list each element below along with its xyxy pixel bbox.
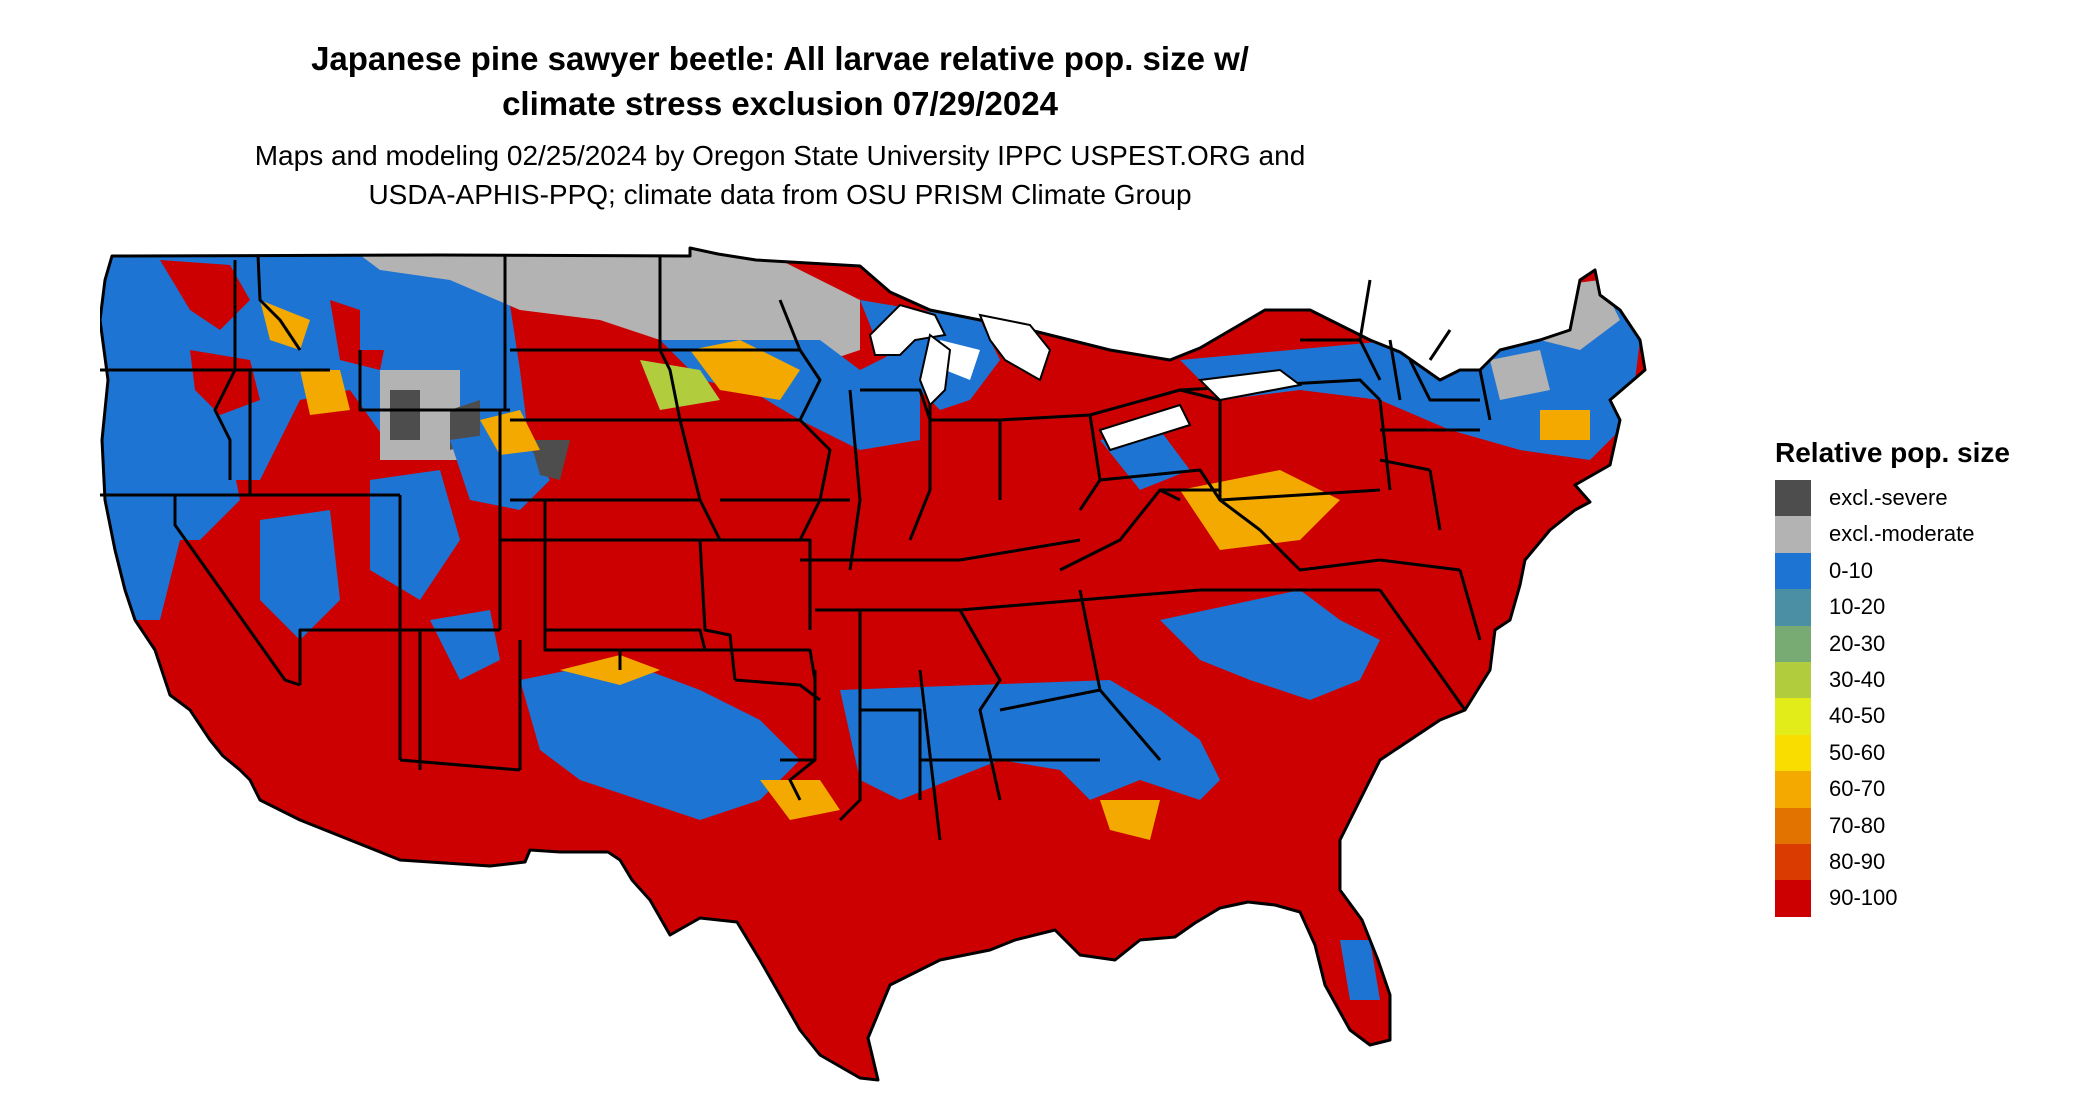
legend-item: 80-90 — [1775, 843, 2075, 881]
map-subtitle-line-2: USDA-APHIS-PPQ; climate data from OSU PR… — [368, 179, 1192, 210]
legend-item: 50-60 — [1775, 734, 2075, 772]
legend-label: 30-40 — [1829, 666, 1886, 692]
legend-item: 60-70 — [1775, 771, 2075, 808]
map-title: Japanese pine sawyer beetle: All larvae … — [0, 36, 1560, 126]
legend-label: 20-30 — [1829, 630, 1886, 656]
legend-swatch — [1775, 552, 1811, 590]
legend-title: Relative pop. size — [1775, 437, 2010, 468]
map-subtitle: Maps and modeling 02/25/2024 by Oregon S… — [0, 136, 1560, 214]
legend-label: 90-100 — [1829, 885, 1898, 911]
legend-swatch — [1775, 734, 1811, 772]
legend-swatch — [1775, 589, 1811, 626]
map-title-line-2: climate stress exclusion 07/29/2024 — [502, 85, 1058, 122]
legend-label: 60-70 — [1829, 776, 1886, 802]
legend-swatch — [1775, 516, 1811, 553]
legend-item: excl.-moderate — [1775, 516, 2075, 553]
legend-item: 40-50 — [1775, 698, 2075, 735]
legend-label: 70-80 — [1829, 812, 1886, 838]
legend-items: excl.-severe excl.-moderate 0-10 10-20 20-30… — [1775, 480, 2075, 917]
legend-swatch — [1775, 771, 1811, 808]
map-title-line-1: Japanese pine sawyer beetle: All larvae … — [311, 40, 1249, 77]
legend-item: 70-80 — [1775, 807, 2075, 844]
map-subtitle-line-1: Maps and modeling 02/25/2024 by Oregon S… — [254, 140, 1306, 171]
legend-label: 50-60 — [1829, 739, 1886, 765]
legend-item: excl.-severe — [1775, 480, 2075, 517]
legend-item: 20-30 — [1775, 625, 2075, 662]
legend-label: 80-90 — [1829, 848, 1886, 874]
legend-item: 0-10 — [1775, 552, 2075, 590]
legend-label: 40-50 — [1829, 703, 1886, 729]
legend: Relative pop. size excl.-severe excl.-mod… — [1775, 436, 2075, 917]
legend-label: 10-20 — [1829, 594, 1886, 620]
legend-swatch — [1775, 625, 1811, 662]
legend-label: excl.-moderate — [1829, 521, 1975, 547]
legend-swatch — [1775, 843, 1811, 881]
legend-swatch — [1775, 480, 1811, 517]
legend-item: 30-40 — [1775, 661, 2075, 699]
legend-swatch — [1775, 698, 1811, 735]
us-map — [100, 246, 1647, 1082]
legend-swatch — [1775, 880, 1811, 917]
legend-item: 10-20 — [1775, 589, 2075, 626]
legend-swatch — [1775, 661, 1811, 699]
legend-item: 90-100 — [1775, 880, 2075, 917]
legend-label: 0-10 — [1829, 557, 1874, 583]
legend-swatch — [1775, 807, 1811, 844]
legend-label: excl.-severe — [1829, 485, 1948, 510]
